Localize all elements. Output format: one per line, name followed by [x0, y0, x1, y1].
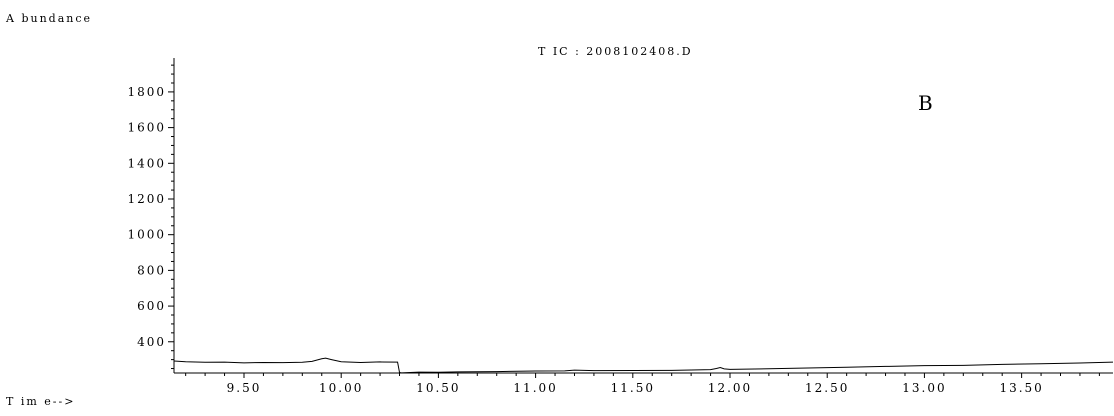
x-tick-label: 12.50: [805, 381, 849, 395]
y-tick-label: 1000: [127, 228, 166, 242]
y-tick-label: 1400: [127, 156, 166, 170]
x-tick-label: 10.00: [319, 381, 363, 395]
x-tick-label: 10.50: [416, 381, 460, 395]
x-tick-label: 13.50: [999, 381, 1043, 395]
tic-trace-line: [173, 357, 1114, 374]
chart-title: T IC : 2008102408.D: [538, 45, 693, 58]
x-tick-label: 11.00: [513, 381, 557, 395]
y-tick-label: 1200: [127, 192, 166, 206]
y-axis-title: A bundance: [5, 12, 92, 25]
y-tick-label: 400: [137, 335, 166, 349]
y-tick-label: 1800: [127, 85, 166, 99]
y-tick-label: 800: [137, 263, 166, 277]
x-tick-label: 11.50: [611, 381, 655, 395]
x-tick-label: 12.00: [708, 381, 752, 395]
panel-label: B: [918, 91, 933, 115]
x-axis-title: T im e-->: [6, 395, 75, 408]
y-tick-label: 1600: [127, 121, 166, 135]
x-tick-label: 9.50: [227, 381, 262, 395]
x-tick-label: 13.00: [902, 381, 946, 395]
y-tick-label: 600: [137, 299, 166, 313]
y-axis-ticks: 400 600 800 1000 1200 1400 1600 1800: [127, 64, 174, 370]
x-axis-ticks: 9.50 10.00 10.50 11.00 11.50 12.00 12.50 13.00 1…: [185, 373, 1100, 395]
